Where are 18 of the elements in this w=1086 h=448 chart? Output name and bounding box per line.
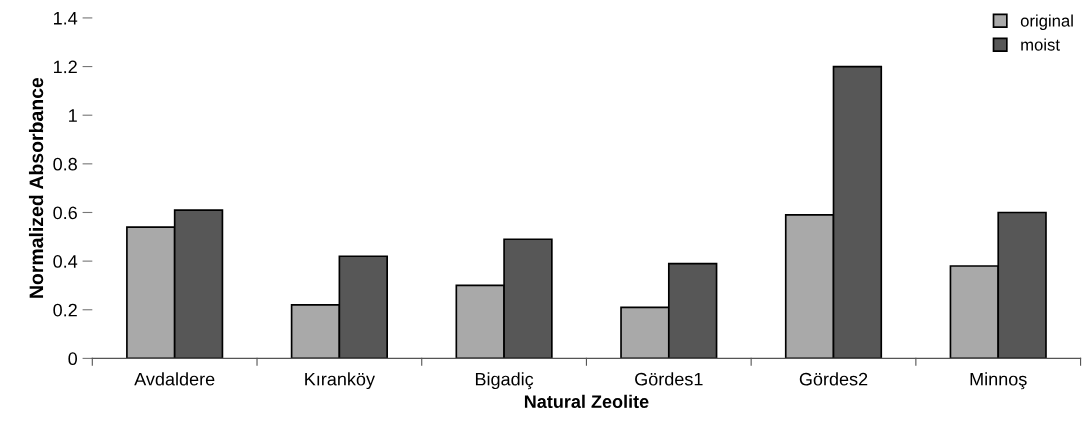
x-tick-label: Gördes1 [635, 372, 703, 386]
y-tick-label: 1 [69, 109, 77, 122]
y-tick-label: 0 [68, 352, 78, 366]
y-tick-label: 0.4 [53, 255, 78, 268]
y-tick-label: 1.4 [54, 12, 78, 25]
x-axis-title: Natural Zeolite [524, 394, 649, 409]
x-tick-label: Gördes2 [799, 372, 868, 386]
y-tick-label: 0.2 [53, 303, 77, 317]
legend-label: moist [1021, 38, 1060, 51]
x-tick-label: Kıranköy [305, 372, 375, 390]
y-tick-label: 1.2 [54, 60, 77, 74]
y-axis-title: Normalized Absorbance [28, 77, 44, 298]
y-tick-label: 0.6 [53, 206, 77, 220]
x-tick-label: Bigadiç [475, 372, 534, 390]
legend-label: original [1020, 14, 1073, 30]
y-tick-label: 0.8 [53, 157, 77, 171]
x-tick-label: Minnoş [970, 372, 1027, 390]
x-tick-label: Avdaldere [134, 372, 215, 386]
